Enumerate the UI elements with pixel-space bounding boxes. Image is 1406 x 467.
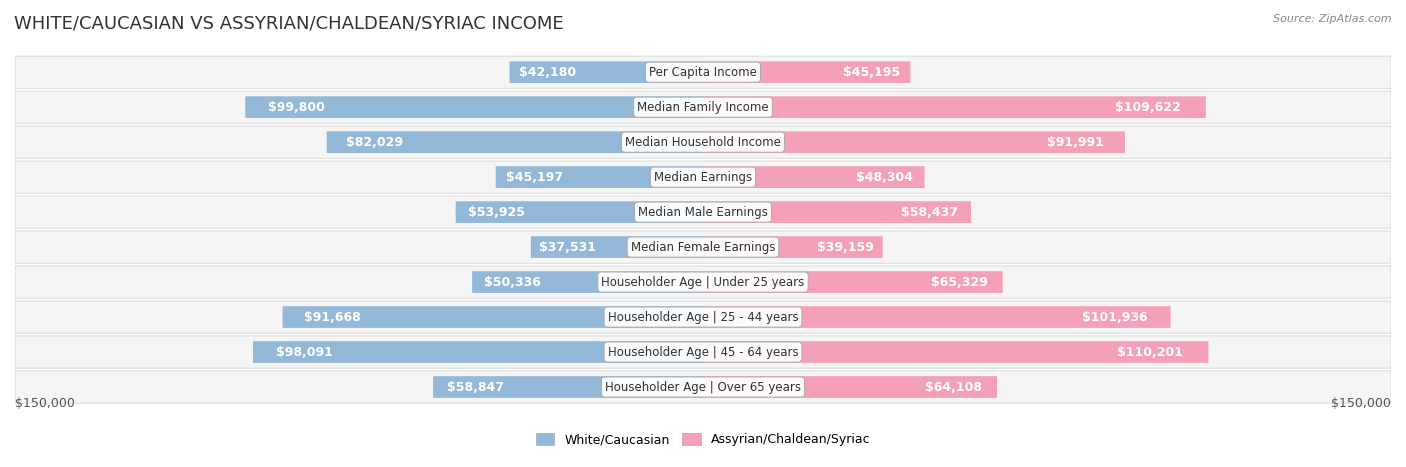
FancyBboxPatch shape [283,306,703,328]
Text: $37,531: $37,531 [540,241,596,254]
Text: $110,201: $110,201 [1118,346,1184,359]
FancyBboxPatch shape [703,341,1208,363]
Text: Median Earnings: Median Earnings [654,170,752,184]
FancyBboxPatch shape [15,231,1391,263]
FancyBboxPatch shape [703,61,910,83]
Text: $53,925: $53,925 [468,205,524,219]
FancyBboxPatch shape [15,91,1391,123]
Text: Householder Age | Under 25 years: Householder Age | Under 25 years [602,276,804,289]
Text: $101,936: $101,936 [1081,311,1147,324]
Text: $150,000: $150,000 [15,397,75,410]
Text: Median Male Earnings: Median Male Earnings [638,205,768,219]
Text: $45,197: $45,197 [506,170,564,184]
FancyBboxPatch shape [472,271,703,293]
FancyBboxPatch shape [703,376,997,398]
Text: $45,195: $45,195 [842,66,900,78]
FancyBboxPatch shape [253,341,703,363]
FancyBboxPatch shape [703,271,1002,293]
Text: $150,000: $150,000 [1331,397,1391,410]
FancyBboxPatch shape [433,376,703,398]
Text: $82,029: $82,029 [346,135,402,149]
FancyBboxPatch shape [703,131,1125,153]
Text: Householder Age | Over 65 years: Householder Age | Over 65 years [605,381,801,394]
FancyBboxPatch shape [15,266,1391,298]
FancyBboxPatch shape [15,301,1391,333]
Text: $58,847: $58,847 [447,381,503,394]
FancyBboxPatch shape [15,126,1391,158]
FancyBboxPatch shape [15,161,1391,193]
FancyBboxPatch shape [703,236,883,258]
FancyBboxPatch shape [531,236,703,258]
Text: $64,108: $64,108 [925,381,983,394]
FancyBboxPatch shape [245,96,703,118]
Text: Per Capita Income: Per Capita Income [650,66,756,78]
Text: $48,304: $48,304 [856,170,914,184]
Text: $65,329: $65,329 [931,276,987,289]
Text: $98,091: $98,091 [276,346,332,359]
FancyBboxPatch shape [456,201,703,223]
Text: $109,622: $109,622 [1115,101,1181,113]
Text: $58,437: $58,437 [901,205,957,219]
Text: $99,800: $99,800 [269,101,325,113]
Text: Median Family Income: Median Family Income [637,101,769,113]
Text: Median Female Earnings: Median Female Earnings [631,241,775,254]
Text: $50,336: $50,336 [484,276,540,289]
FancyBboxPatch shape [703,166,925,188]
Text: WHITE/CAUCASIAN VS ASSYRIAN/CHALDEAN/SYRIAC INCOME: WHITE/CAUCASIAN VS ASSYRIAN/CHALDEAN/SYR… [14,14,564,32]
FancyBboxPatch shape [496,166,703,188]
FancyBboxPatch shape [15,56,1391,88]
Text: $91,991: $91,991 [1047,135,1104,149]
FancyBboxPatch shape [703,306,1171,328]
Text: $91,668: $91,668 [304,311,360,324]
FancyBboxPatch shape [15,196,1391,228]
Text: Householder Age | 45 - 64 years: Householder Age | 45 - 64 years [607,346,799,359]
Text: Median Household Income: Median Household Income [626,135,780,149]
Text: $39,159: $39,159 [817,241,873,254]
FancyBboxPatch shape [15,371,1391,403]
Legend: White/Caucasian, Assyrian/Chaldean/Syriac: White/Caucasian, Assyrian/Chaldean/Syria… [529,427,877,453]
FancyBboxPatch shape [326,131,703,153]
FancyBboxPatch shape [703,96,1206,118]
FancyBboxPatch shape [509,61,703,83]
FancyBboxPatch shape [15,336,1391,368]
Text: Source: ZipAtlas.com: Source: ZipAtlas.com [1274,14,1392,24]
Text: $42,180: $42,180 [519,66,576,78]
FancyBboxPatch shape [703,201,972,223]
Text: Householder Age | 25 - 44 years: Householder Age | 25 - 44 years [607,311,799,324]
